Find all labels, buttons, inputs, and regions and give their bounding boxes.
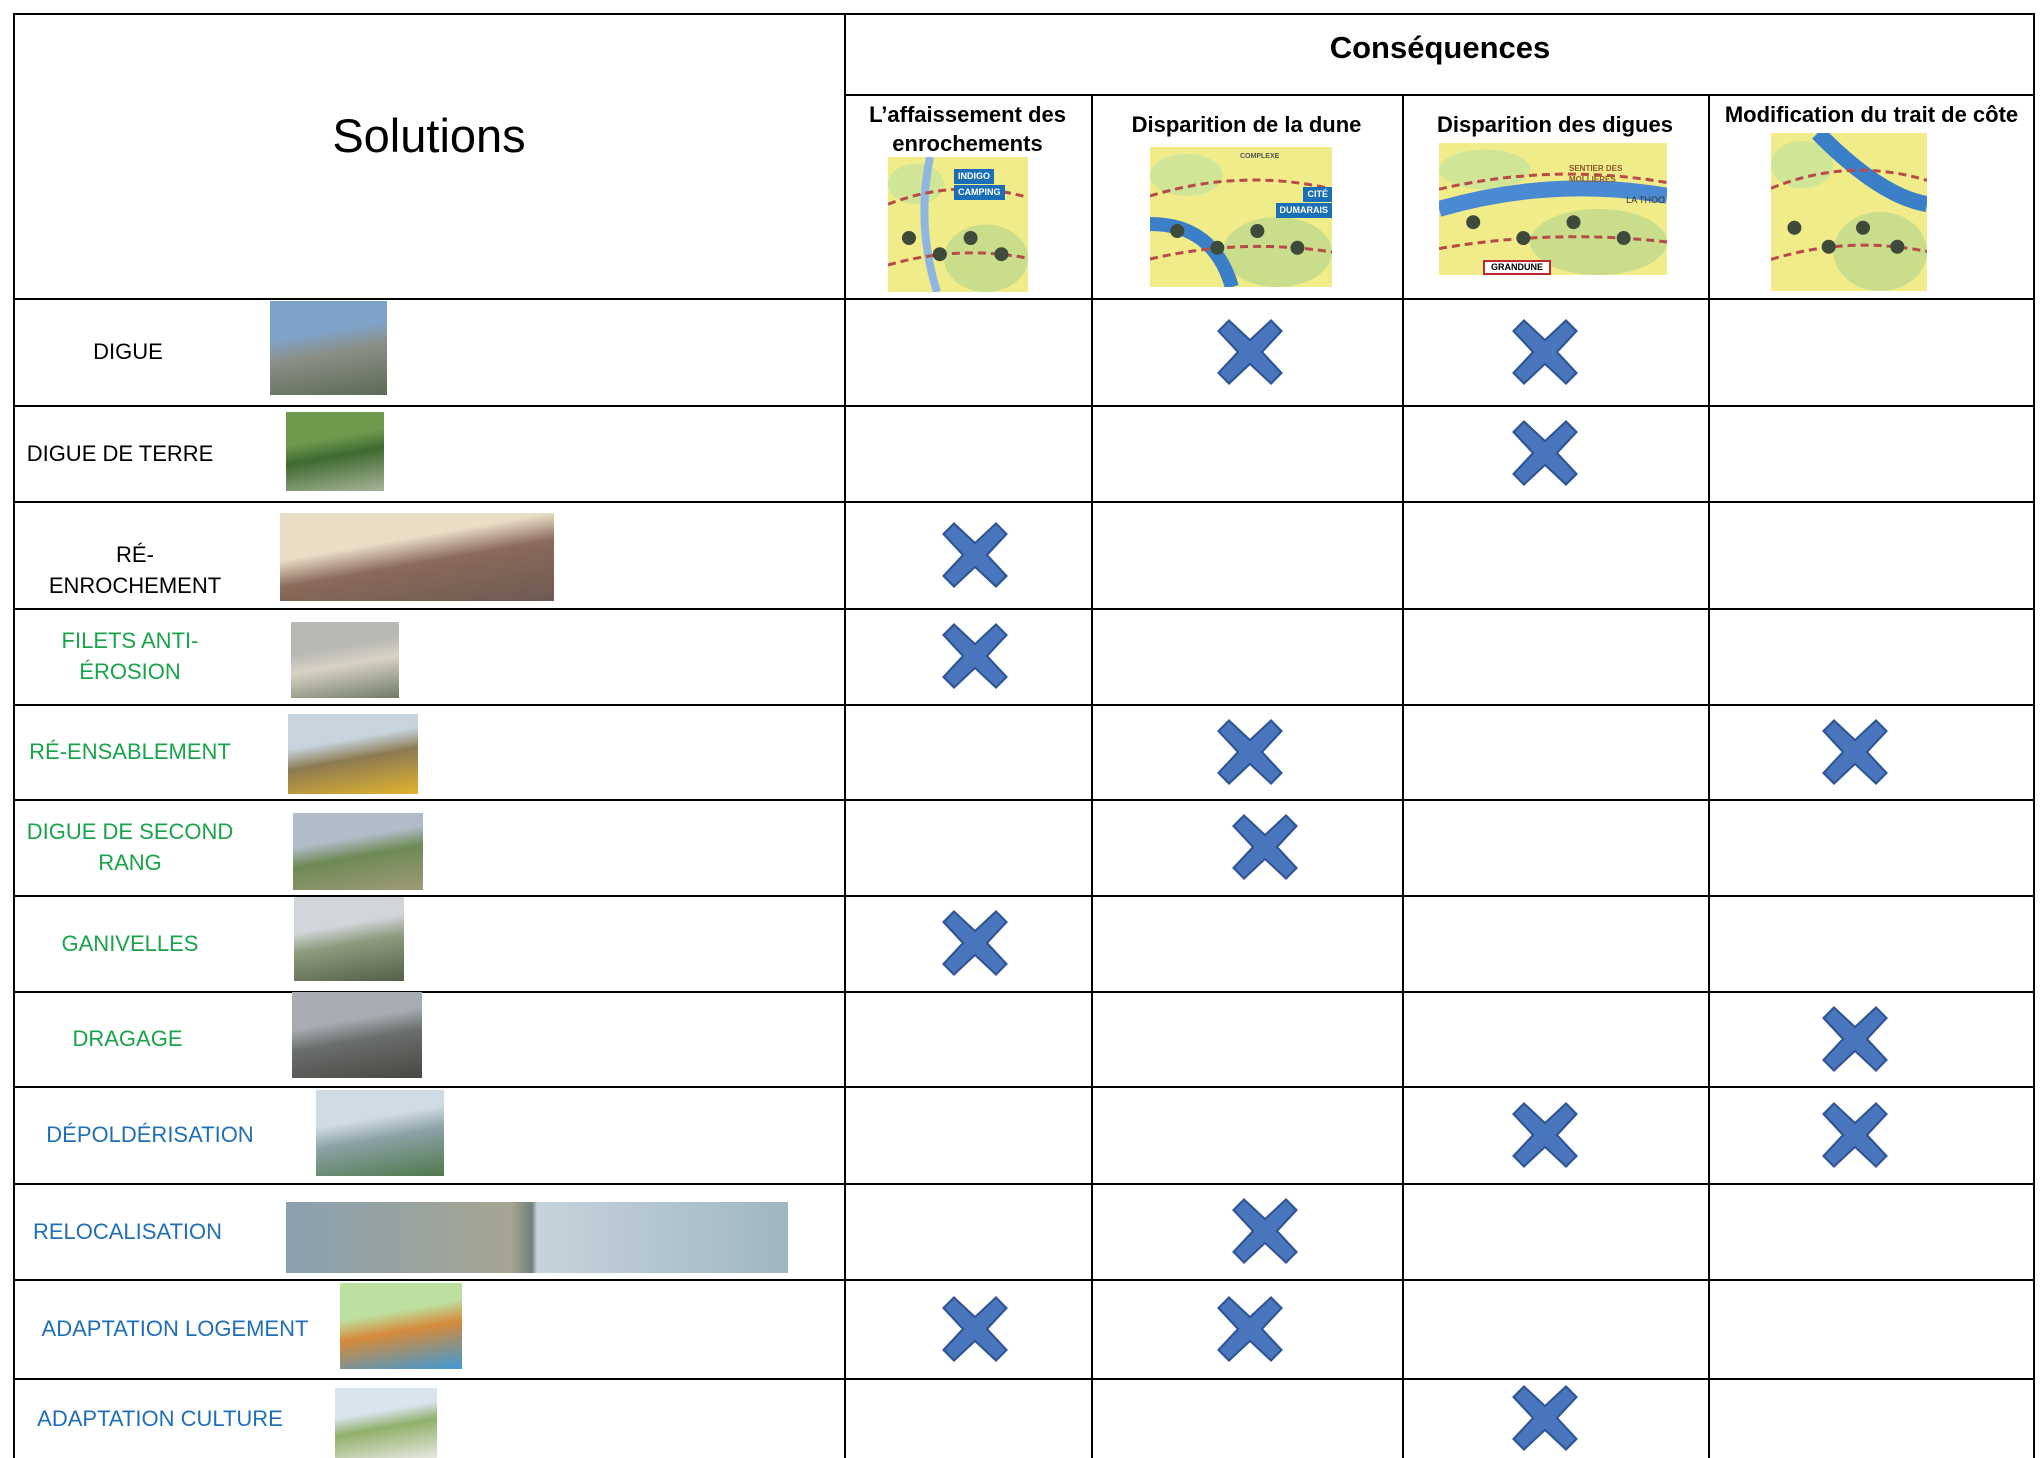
cross-mark-icon: [1512, 1385, 1578, 1451]
cross-mark-icon: [942, 1295, 1008, 1362]
table-row-divider: [13, 704, 2035, 706]
row-label: FILETS ANTI- ÉROSION: [40, 625, 220, 687]
row-label-line: FILETS ANTI-: [61, 628, 199, 653]
table-row-divider: [13, 895, 2035, 897]
table-col-divider: [1402, 94, 1404, 1458]
row-label-line: RANG: [98, 850, 162, 875]
map-label: LA THOO: [1626, 195, 1665, 205]
row-label: DÉPOLDÉRISATION: [30, 1119, 270, 1150]
row-label-line: RÉ-ENROCHEMENT: [48, 542, 222, 598]
map-label: CITÉ: [1303, 187, 1332, 202]
row-label-line: ADAPTATION CULTURE: [37, 1405, 283, 1431]
beach-nets-photo: [291, 622, 399, 698]
table-divider-main: [844, 13, 846, 1458]
column-map-1: INDIGO CAMPING: [888, 157, 1028, 292]
map-label: COMPLEXE: [1240, 153, 1280, 160]
cross-mark-icon: [1217, 318, 1283, 385]
row-label-line: DIGUE: [93, 339, 163, 364]
column-header-3: Disparition des digues: [1437, 112, 1673, 137]
sand-truck-photo: [288, 714, 418, 794]
table-row-divider: [13, 405, 2035, 407]
table-row-divider: [13, 608, 2035, 610]
embankment-photo: [270, 301, 387, 395]
table-col-divider: [1708, 94, 1710, 1458]
column-map-4: [1771, 133, 1927, 291]
row-label: RÉ-ENROCHEMENT: [30, 539, 240, 601]
cross-mark-icon: [1822, 718, 1888, 785]
map-label: DUMARAIS: [1275, 203, 1332, 218]
row-label-line: GANIVELLES: [61, 930, 199, 956]
sand-fence-photo: [294, 897, 404, 981]
row-label-line: ÉROSION: [79, 659, 181, 684]
row-label: GANIVELLES: [40, 928, 220, 959]
cross-mark-icon: [1822, 1101, 1888, 1168]
table-col-divider: [1091, 94, 1093, 1458]
cross-mark-icon: [1217, 718, 1283, 785]
table-row-divider: [13, 501, 2035, 503]
cross-mark-icon: [1512, 318, 1578, 385]
cross-mark-icon: [1232, 814, 1298, 880]
earth-dike-photo: [286, 412, 384, 491]
table-row-divider: [13, 1183, 2035, 1185]
row-label: ADAPTATION CULTURE: [30, 1403, 290, 1434]
column-header-4: Modification du trait de côte: [1724, 102, 2019, 127]
row-label-line: DIGUE DE SECOND: [26, 819, 234, 844]
row-label: RELOCALISATION: [20, 1216, 235, 1247]
map-label: INDIGO: [954, 169, 995, 184]
row-label-line: RELOCALISATION: [32, 1218, 223, 1244]
map-label: SENTIER DES MOLLIÈRES: [1569, 164, 1623, 184]
row-label-line: RÉ-ENSABLEMENT: [29, 739, 231, 764]
table-row-divider: [13, 1378, 2035, 1380]
cross-mark-icon: [1512, 420, 1578, 486]
house-diagram-photo: [340, 1283, 462, 1369]
cross-mark-icon: [1512, 1101, 1578, 1168]
solutions-title: Solutions: [332, 109, 526, 162]
cross-mark-icon: [942, 910, 1008, 976]
table-row-divider: [13, 799, 2035, 801]
column-header-2: Disparition de la dune: [1131, 112, 1362, 137]
row-label: DIGUE: [40, 336, 216, 367]
row-label: DIGUE DE TERRE: [20, 438, 220, 469]
sheep-field-photo: [335, 1388, 437, 1458]
row-label: RÉ-ENSABLEMENT: [20, 736, 240, 767]
polder-aerial-photo: [316, 1090, 444, 1176]
row-label-line: DIGUE DE TERRE: [26, 440, 214, 466]
table-row-divider: [13, 1086, 2035, 1088]
table-row-divider: [13, 298, 2035, 300]
row-label: DRAGAGE: [40, 1023, 215, 1054]
map-label: CAMPING: [954, 185, 1005, 200]
column-map-2: CITÉ DUMARAIS COMPLEXE: [1150, 147, 1332, 287]
rock-wall-photo: [280, 513, 554, 601]
row-label-line: ADAPTATION LOGEMENT: [41, 1316, 309, 1341]
cross-mark-icon: [1217, 1295, 1283, 1362]
table-border-top: [13, 13, 2035, 15]
second-dike-photo: [293, 813, 423, 890]
relocation-aerial-photos: [286, 1202, 788, 1273]
cross-mark-icon: [942, 521, 1008, 588]
row-label-line: DÉPOLDÉRISATION: [46, 1122, 254, 1147]
map-label: GRANDUNE: [1483, 260, 1552, 275]
table-divider-header: [844, 94, 2035, 96]
cross-mark-icon: [942, 623, 1008, 689]
column-header-1: L’affaissement des enrochements: [869, 102, 1066, 156]
row-label-line: DRAGAGE: [72, 1026, 183, 1051]
consequences-title: Conséquences: [1329, 30, 1551, 65]
row-label: ADAPTATION LOGEMENT: [30, 1313, 320, 1344]
row-label: DIGUE DE SECOND RANG: [20, 816, 240, 878]
table-border-right: [2033, 13, 2035, 1458]
table-row-divider: [13, 991, 2035, 993]
cross-mark-icon: [1232, 1198, 1298, 1264]
table-row-divider: [13, 1279, 2035, 1281]
table-border-left: [13, 13, 15, 1458]
cross-mark-icon: [1822, 1005, 1888, 1072]
column-map-3: SENTIER DES MOLLIÈRES LA THOO GRANDUNE: [1439, 143, 1667, 275]
dredging-photo: [292, 992, 422, 1078]
